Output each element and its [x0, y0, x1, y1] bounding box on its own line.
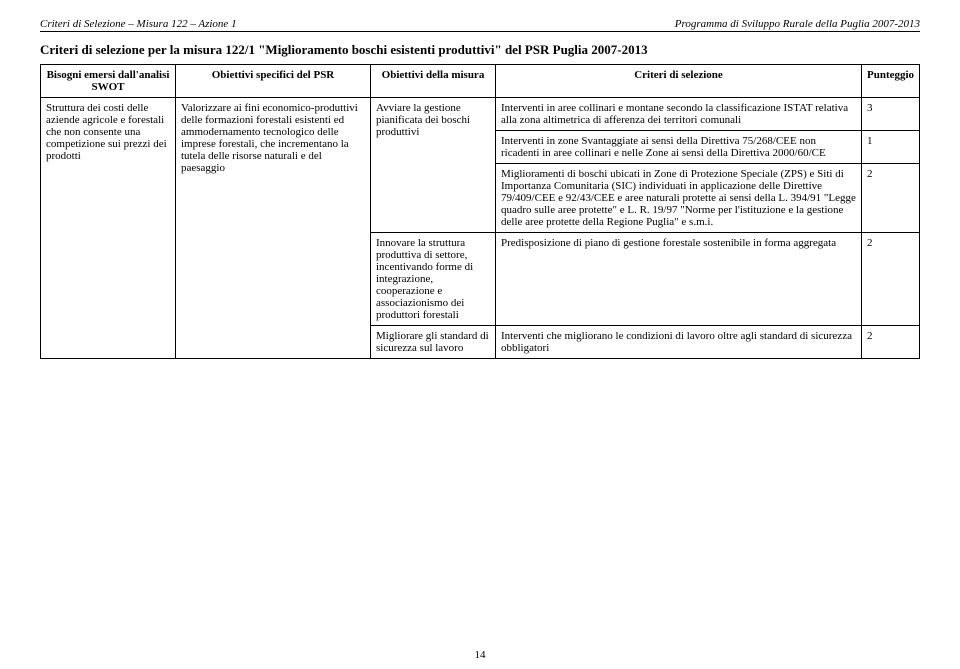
col-obiettivi-psr: Obiettivi specifici del PSR [176, 65, 371, 98]
table-header-row: Bisogni emersi dall'analisi SWOT Obietti… [41, 65, 920, 98]
cell-criterio-5: Interventi che migliorano le condizioni … [496, 326, 862, 359]
header-left: Criteri di Selezione – Misura 122 – Azio… [40, 18, 237, 30]
page-title: Criteri di selezione per la misura 122/1… [40, 42, 920, 58]
cell-criterio-1: Interventi in aree collinari e montane s… [496, 98, 862, 131]
page-number: 14 [0, 649, 960, 661]
title-suffix: del PSR Puglia 2007-2013 [502, 42, 648, 57]
cell-criterio-4: Predisposizione di piano di gestione for… [496, 233, 862, 326]
col-criteri: Criteri di selezione [496, 65, 862, 98]
header-right: Programma di Sviluppo Rurale della Pugli… [675, 18, 920, 30]
cell-punteggio-1: 3 [862, 98, 920, 131]
cell-punteggio-2: 1 [862, 131, 920, 164]
cell-bisogni: Struttura dei costi delle aziende agrico… [41, 98, 176, 359]
cell-punteggio-5: 2 [862, 326, 920, 359]
cell-criterio-3: Miglioramenti di boschi ubicati in Zone … [496, 164, 862, 233]
col-punteggio: Punteggio [862, 65, 920, 98]
cell-criterio-2: Interventi in zone Svantaggiate ai sensi… [496, 131, 862, 164]
title-quoted: "Miglioramento boschi esistenti produtti… [258, 42, 502, 57]
col-obiettivi-misura: Obiettivi della misura [371, 65, 496, 98]
cell-punteggio-3: 2 [862, 164, 920, 233]
title-prefix: Criteri di selezione per la misura 122/1 [40, 42, 258, 57]
table-row: Struttura dei costi delle aziende agrico… [41, 98, 920, 131]
page: Criteri di Selezione – Misura 122 – Azio… [0, 0, 960, 369]
cell-punteggio-4: 2 [862, 233, 920, 326]
criteria-table: Bisogni emersi dall'analisi SWOT Obietti… [40, 64, 920, 359]
cell-obiettivi-misura-1: Avviare la gestione pianificata dei bosc… [371, 98, 496, 233]
cell-obiettivi-misura-2: Innovare la struttura produttiva di sett… [371, 233, 496, 326]
cell-obiettivi-psr: Valorizzare ai fini economico-produttivi… [176, 98, 371, 359]
col-bisogni: Bisogni emersi dall'analisi SWOT [41, 65, 176, 98]
running-header: Criteri di Selezione – Misura 122 – Azio… [40, 18, 920, 32]
cell-obiettivi-misura-3: Migliorare gli standard di sicurezza sul… [371, 326, 496, 359]
